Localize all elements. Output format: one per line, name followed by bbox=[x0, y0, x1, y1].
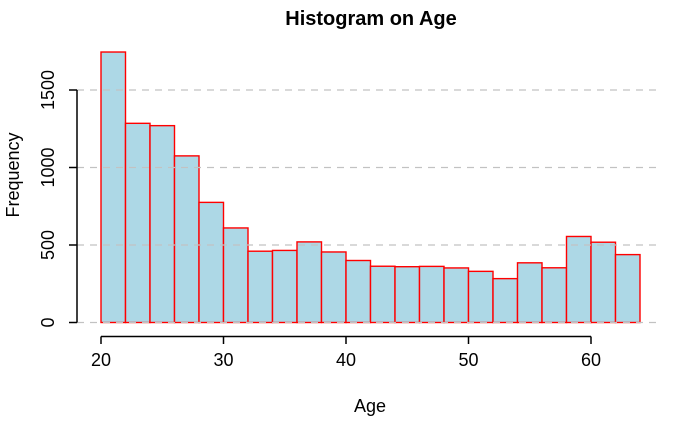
histogram-bar bbox=[345, 259, 372, 324]
histogram-bar bbox=[614, 253, 641, 324]
histogram-bar bbox=[100, 51, 127, 324]
x-tick-label: 60 bbox=[581, 350, 601, 370]
histogram-bar bbox=[492, 277, 519, 324]
histogram-bar bbox=[541, 267, 568, 324]
x-tick-label: 50 bbox=[458, 350, 478, 370]
histogram-bar bbox=[247, 250, 274, 324]
histogram-bar bbox=[516, 262, 543, 324]
histogram-bar bbox=[149, 124, 176, 324]
histogram-bar bbox=[443, 267, 470, 324]
y-tick-label: 500 bbox=[38, 230, 58, 260]
chart-title: Histogram on Age bbox=[285, 8, 457, 30]
histogram-bar bbox=[271, 249, 298, 324]
histogram-bar bbox=[124, 122, 151, 324]
histogram-bar bbox=[198, 201, 225, 324]
y-tick-label: 1000 bbox=[38, 147, 58, 187]
histogram-bar bbox=[173, 155, 200, 324]
x-tick-label: 40 bbox=[336, 350, 356, 370]
x-tick-label: 20 bbox=[91, 350, 111, 370]
histogram-bar bbox=[418, 265, 445, 324]
histogram-bar bbox=[222, 227, 249, 324]
histogram-bar bbox=[590, 241, 617, 324]
x-axis-label: Age bbox=[353, 396, 387, 416]
histogram-bar bbox=[394, 266, 421, 324]
histogram-bar bbox=[565, 235, 592, 324]
histogram-bar bbox=[467, 270, 494, 324]
y-tick-label: 0 bbox=[38, 317, 58, 327]
x-tick-label: 30 bbox=[213, 350, 233, 370]
histogram-bar bbox=[296, 241, 323, 324]
histogram-bar bbox=[320, 251, 347, 324]
histogram-bar bbox=[369, 265, 396, 324]
y-tick-label: 1500 bbox=[38, 70, 58, 110]
